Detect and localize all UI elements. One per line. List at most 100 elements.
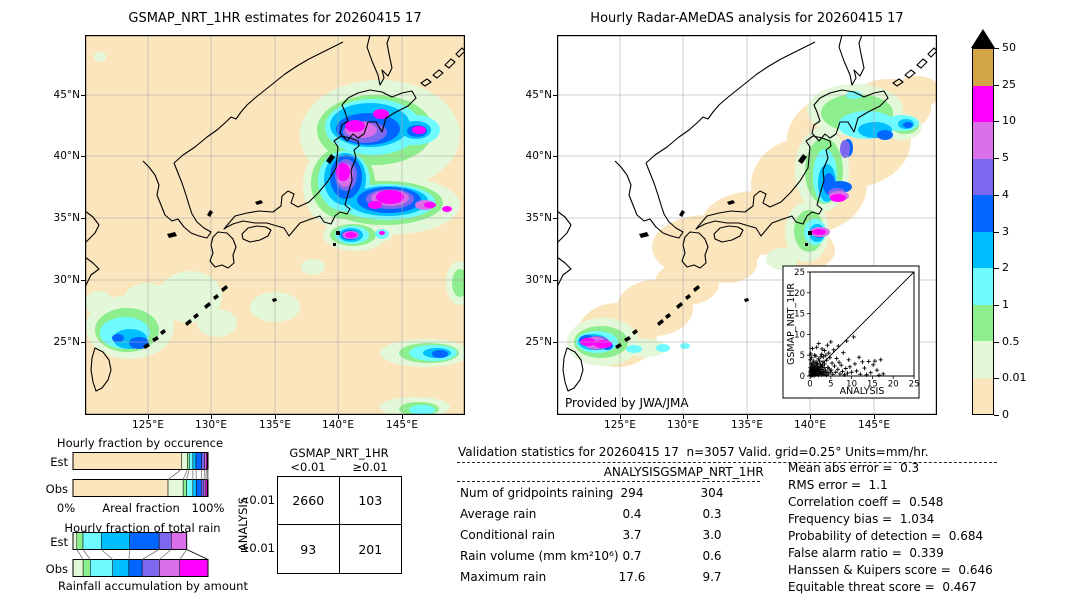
map-gsmap xyxy=(85,35,465,415)
skill-score-line: Frequency bias = 1.034 xyxy=(788,512,935,526)
skill-score-line: Correlation coeff = 0.548 xyxy=(788,495,944,509)
lat-tick-mark xyxy=(553,280,557,281)
lon-tick-label: 140°E xyxy=(322,419,354,431)
contingency-col-label-ge: ≥0.01 xyxy=(352,460,388,474)
colorbar-tick-mark xyxy=(994,84,999,86)
lon-tick-label: 125°E xyxy=(132,419,164,431)
lat-tick-mark xyxy=(81,156,85,157)
lat-tick-label: 25°N xyxy=(53,336,80,348)
lon-tick-mark xyxy=(211,415,212,419)
colorbar-tick-mark xyxy=(994,341,999,343)
colorbar-tick-mark xyxy=(994,121,999,123)
colorbar-over-arrow xyxy=(971,29,995,48)
lat-tick-label: 45°N xyxy=(525,89,552,101)
svg-text:5: 5 xyxy=(828,380,833,390)
validation-value-gsmap: 0.6 xyxy=(702,549,722,563)
colorbar-segment xyxy=(973,341,993,378)
colorbar-segment xyxy=(973,377,993,414)
validation-value-gsmap: 304 xyxy=(700,486,724,500)
svg-text:15: 15 xyxy=(867,380,878,390)
occurrence-axis-100: 100% xyxy=(191,501,225,515)
colorbar-tick-label: 0 xyxy=(1002,408,1009,421)
validation-row-label: Maximum rain xyxy=(460,570,547,584)
total-rain-bars xyxy=(72,532,209,577)
colorbar-segment xyxy=(973,158,993,195)
occurrence-row-est: Est xyxy=(50,455,68,469)
skill-score-line: RMS error = 1.1 xyxy=(788,478,888,492)
contingency-col-label-lt: <0.01 xyxy=(290,460,326,474)
occurrence-row-obs: Obs xyxy=(45,482,68,496)
lon-tick-mark xyxy=(810,415,811,419)
skill-score-line: Hanssen & Kuipers score = 0.646 xyxy=(788,563,993,577)
coastlines xyxy=(85,35,465,392)
identity-line xyxy=(809,271,915,377)
precipitation-field-radar xyxy=(567,76,937,367)
skill-score-line: Probability of detection = 0.684 xyxy=(788,529,984,543)
map-frame xyxy=(557,35,937,415)
svg-text:25: 25 xyxy=(909,380,920,390)
svg-text:0: 0 xyxy=(800,372,805,382)
lat-tick-label: 30°N xyxy=(53,274,80,286)
lat-tick-label: 45°N xyxy=(53,89,80,101)
lon-tick-label: 140°E xyxy=(794,419,826,431)
lon-tick-mark xyxy=(620,415,621,419)
validation-value-analysis: 17.6 xyxy=(618,570,646,584)
contingency-row-label-ge: ≥0.01 xyxy=(239,541,275,555)
lat-tick-label: 35°N xyxy=(53,212,80,224)
lat-tick-mark xyxy=(553,95,557,96)
lon-tick-mark xyxy=(747,415,748,419)
lon-tick-mark xyxy=(275,415,276,419)
svg-text:5: 5 xyxy=(800,351,805,361)
lon-tick-mark xyxy=(402,415,403,419)
colorbar-tick-mark xyxy=(994,415,999,416)
skill-score-line: Mean abs error = 0.3 xyxy=(788,461,920,475)
total-rain-row-obs: Obs xyxy=(45,562,68,576)
skill-score-line: Equitable threat score = 0.467 xyxy=(788,580,977,594)
validation-value-gsmap: 3.0 xyxy=(702,528,722,542)
contingency-row-label-lt: <0.01 xyxy=(239,493,275,507)
lon-tick-mark xyxy=(338,415,339,419)
colorbar-tick-label: 3 xyxy=(1002,224,1009,238)
colorbar-tick-label: 10 xyxy=(1002,114,1016,128)
lon-tick-label: 135°E xyxy=(731,419,763,431)
lat-tick-label: 40°N xyxy=(53,150,80,162)
validation-row-label: Num of gridpoints raining xyxy=(460,486,614,500)
validation-row-label: Rain volume (mm km²10⁶) xyxy=(460,549,619,563)
colorbar-segment xyxy=(973,268,993,305)
svg-text:20: 20 xyxy=(888,380,899,390)
colorbar-tick-label: 4 xyxy=(1002,187,1009,201)
occurrence-title: Hourly fraction by occurence xyxy=(56,436,224,450)
map-radar: 00 5 5 10 10 15 15 20 20 25 25 ANALYSIS GSMAP_NRT_… xyxy=(557,35,937,415)
validation-title: Validation statistics for 20260415 17 n=… xyxy=(458,445,929,459)
colorbar-segment xyxy=(973,49,993,86)
colorbar-tick-label: 5 xyxy=(1002,151,1009,165)
occurrence-bars xyxy=(72,452,209,497)
total-rain-caption: Rainfall accumulation by amount xyxy=(58,579,248,593)
precipitation-field-gsmap xyxy=(85,52,465,415)
colorbar-segment xyxy=(973,195,993,232)
colorbar-tick-mark xyxy=(994,158,999,160)
lon-tick-label: 135°E xyxy=(259,419,291,431)
occurrence-axis-label: Areal fraction xyxy=(102,501,180,515)
lon-tick-mark xyxy=(683,415,684,419)
map-gsmap-title: GSMAP_NRT_1HR estimates for 20260415 17 xyxy=(128,11,422,26)
contingency-cell-hit-none: 2660 xyxy=(278,477,340,525)
lon-tick-label: 145°E xyxy=(858,419,890,431)
validation-value-analysis: 0.4 xyxy=(622,507,642,521)
svg-text:25: 25 xyxy=(794,268,805,278)
divider-dashed-top xyxy=(457,462,997,463)
validation-col-analysis: ANALYSIS xyxy=(603,465,661,479)
validation-row-label: Average rain xyxy=(460,507,537,521)
lon-tick-mark xyxy=(148,415,149,419)
svg-text:20: 20 xyxy=(794,289,805,299)
svg-text:15: 15 xyxy=(794,310,805,320)
inset-xlabel: ANALYSIS xyxy=(840,386,885,397)
lat-tick-mark xyxy=(81,280,85,281)
map-radar-title: Hourly Radar-AMeDAS analysis for 2026041… xyxy=(590,11,904,26)
colorbar-tick-mark xyxy=(994,304,999,306)
colorbar-tick-label: 0.5 xyxy=(1002,334,1020,348)
total-rain-title: Hourly fraction of total rain xyxy=(64,521,221,535)
lon-tick-label: 130°E xyxy=(195,419,227,431)
colorbar-tick-mark xyxy=(994,48,999,49)
